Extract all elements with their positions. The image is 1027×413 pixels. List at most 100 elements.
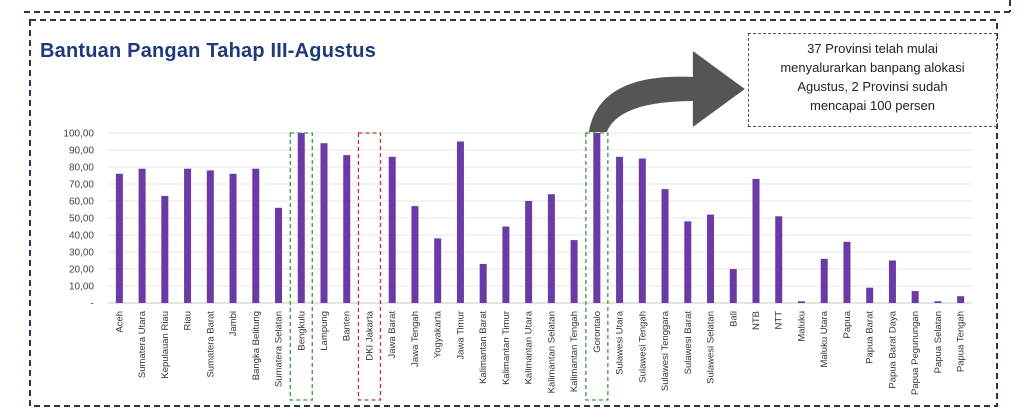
x-tick-label: Yogyakarta: [433, 310, 444, 358]
x-tick-label: Papua: [842, 310, 853, 338]
x-tick-label: Papua Tengah: [956, 311, 967, 372]
arrow-head: [692, 51, 745, 127]
x-tick-label: Papua Barat Daya: [887, 310, 898, 388]
callout-line: 37 Provinsi telah mulai: [807, 41, 938, 56]
x-tick-label: Sulawesi Tenggara: [660, 310, 671, 391]
bar: [661, 189, 669, 303]
x-tick-label: Gorontalo: [592, 311, 603, 353]
x-tick-label: Papua Pegunungan: [910, 311, 921, 395]
x-tick-label: Bali: [728, 311, 739, 327]
x-tick-label: Bangka Belitung: [251, 311, 262, 380]
bar: [707, 214, 715, 303]
x-tick-label: Riau: [183, 311, 194, 331]
x-tick-label: Jawa Timur: [455, 311, 466, 360]
x-tick-label: Sumatera Barat: [205, 311, 216, 378]
x-tick-label: DKI Jakarta: [364, 310, 375, 360]
bar: [297, 133, 305, 303]
bar: [684, 221, 692, 303]
x-tick-label: Bengkulu: [296, 311, 307, 351]
bar: [115, 173, 123, 303]
x-tick-label: Sulawesi Barat: [683, 311, 694, 375]
highlight-box: [289, 132, 313, 401]
x-tick-label: Sulawesi Tengah: [637, 311, 648, 383]
bar: [275, 207, 283, 303]
bar: [843, 241, 851, 303]
x-tick-label: Papua Selatan: [933, 311, 944, 373]
x-tick-label: Kalimantan Utara: [524, 310, 535, 384]
x-tick-label: Jambi: [228, 311, 239, 336]
y-tick-label: 30,00: [69, 248, 94, 259]
bar: [434, 238, 442, 303]
bar: [957, 296, 965, 303]
x-tick-label: Jawa Tengah: [410, 311, 421, 367]
bar: [320, 143, 328, 303]
y-tick-label: 70,00: [69, 180, 94, 191]
x-tick-label: Banten: [342, 311, 353, 341]
bar: [411, 206, 419, 303]
x-tick-label: Jawa Barat: [387, 311, 398, 359]
x-tick-label: Papua Barat: [865, 311, 876, 364]
bar: [525, 201, 533, 303]
bar: [638, 158, 646, 303]
top-frame-border: [24, 0, 1011, 13]
bar: [547, 194, 555, 303]
bar: [820, 258, 828, 303]
bar: [797, 301, 805, 303]
x-tick-label: Kepulauan Riau: [160, 311, 171, 379]
callout-line: mencapai 100 persen: [809, 98, 936, 113]
chart-title: Bantuan Pangan Tahap III-Agustus: [40, 40, 377, 62]
bar: [775, 216, 783, 303]
bar: [729, 269, 737, 303]
highlight-box: [585, 132, 609, 401]
bar: [456, 141, 464, 303]
x-tick-label: Sulawesi Utara: [615, 310, 626, 375]
x-tick-label: NTT: [774, 311, 785, 330]
bar: [138, 168, 146, 303]
x-tick-label: Kalimantan Selatan: [546, 311, 557, 393]
bar: [570, 240, 578, 303]
y-tick-label: 40,00: [69, 231, 94, 242]
y-tick-label: 90,00: [69, 146, 94, 157]
x-tick-label: Sulawesi Selatan: [706, 311, 717, 384]
bar: [752, 178, 760, 303]
y-tick-label: 80,00: [69, 163, 94, 174]
x-tick-label: Sumatera Selatan: [274, 311, 285, 387]
y-tick-label: 20,00: [69, 265, 94, 276]
bar: [388, 156, 396, 303]
bar: [184, 168, 192, 303]
x-tick-label: Kalimantan Barat: [478, 311, 489, 384]
x-tick-label: Lampung: [319, 311, 330, 351]
chart-frame-border: [29, 19, 998, 407]
y-tick-label: 50,00: [69, 214, 94, 225]
x-tick-label: NTB: [751, 311, 762, 330]
x-tick-label: Maluku: [796, 311, 807, 342]
x-tick-label: Aceh: [114, 311, 125, 333]
arrow-shaft: [588, 76, 695, 132]
bar: [479, 263, 487, 303]
bar: [343, 155, 351, 303]
bar: [161, 195, 169, 303]
bar: [229, 173, 237, 303]
y-tick-label: 10,00: [69, 282, 94, 293]
callout-line: menyalurarkan banpang alokasi: [780, 60, 965, 75]
bar: [866, 287, 874, 303]
x-tick-label: Sumatera Utara: [137, 310, 148, 378]
bar: [934, 301, 942, 303]
x-tick-label: Maluku Utara: [819, 310, 830, 367]
bar: [252, 168, 260, 303]
y-tick-label: -: [91, 299, 94, 310]
bar: [616, 156, 624, 303]
callout-box: 37 Provinsi telah mulai menyalurarkan ba…: [748, 33, 997, 127]
y-tick-label: 60,00: [69, 197, 94, 208]
bar: [911, 291, 919, 303]
x-tick-label: Kalimantan Tengah: [569, 311, 580, 392]
bar: [593, 133, 601, 303]
x-tick-label: Kalimantan Timur: [501, 311, 512, 385]
highlight-box: [357, 132, 382, 401]
bar: [206, 170, 214, 303]
bar: [502, 226, 510, 303]
callout-line: Agustus, 2 Provinsi sudah: [797, 79, 948, 94]
bar: [888, 260, 896, 303]
y-tick-label: 100,00: [63, 129, 94, 140]
